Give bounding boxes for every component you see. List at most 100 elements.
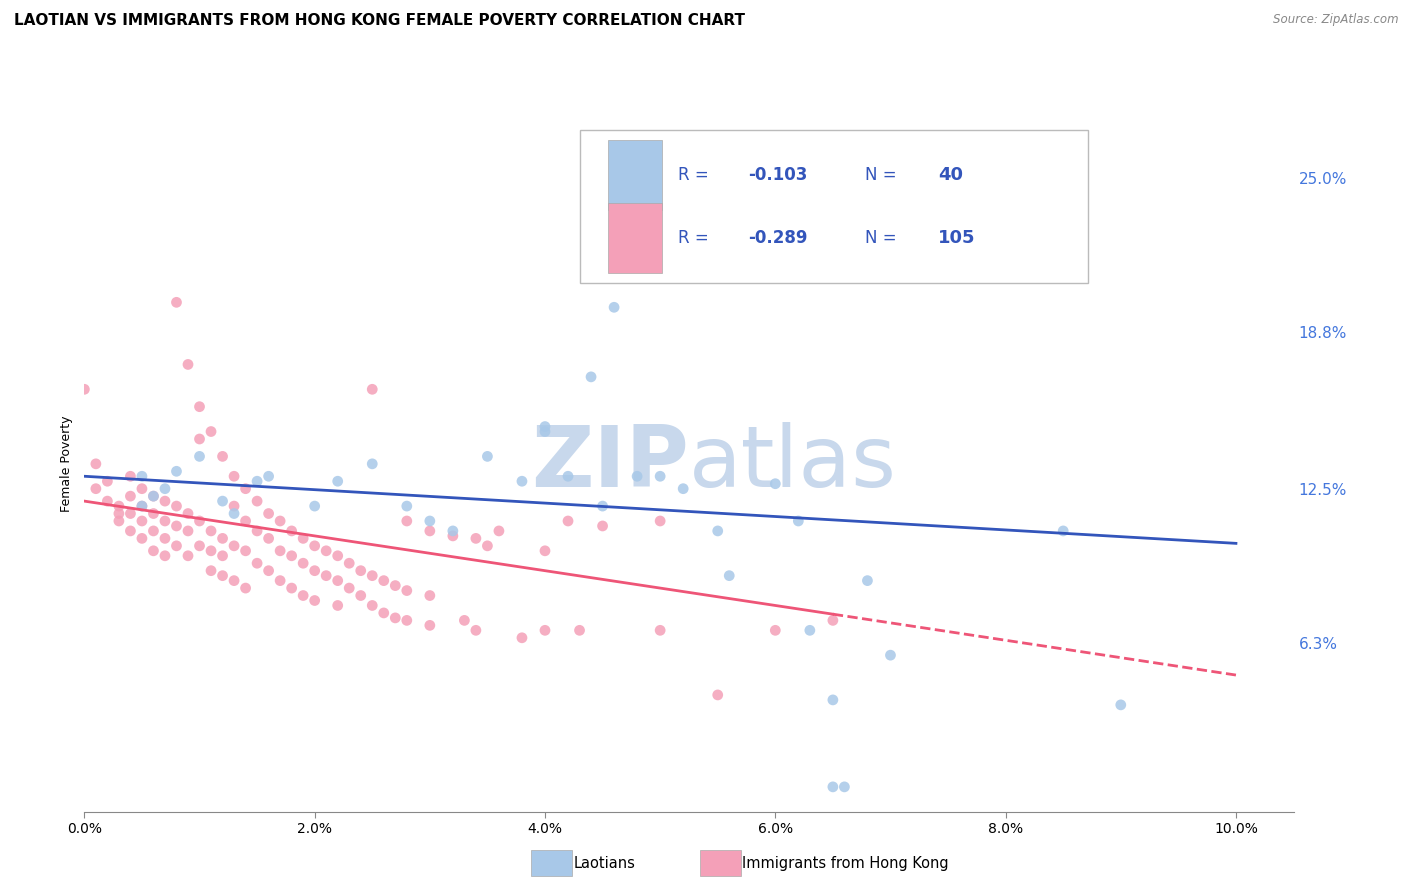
FancyBboxPatch shape — [581, 130, 1088, 283]
Point — [257, 532, 280, 546]
Point — [419, 618, 441, 632]
Point — [718, 568, 741, 582]
Point — [510, 631, 533, 645]
Point — [188, 400, 211, 414]
Point — [222, 539, 245, 553]
Point — [177, 358, 200, 372]
Point — [534, 543, 557, 558]
Text: Laotians: Laotians — [574, 856, 636, 871]
Point — [326, 599, 349, 613]
Point — [188, 514, 211, 528]
Point — [120, 489, 142, 503]
Text: N =: N = — [866, 166, 903, 184]
FancyBboxPatch shape — [607, 140, 662, 210]
Point — [211, 494, 233, 508]
Point — [153, 514, 176, 528]
Point — [188, 432, 211, 446]
Point — [834, 780, 856, 794]
Point — [280, 524, 302, 538]
Point — [419, 514, 441, 528]
Point — [395, 614, 418, 628]
Point — [211, 568, 233, 582]
Point — [235, 543, 257, 558]
Point — [200, 543, 222, 558]
Point — [269, 543, 291, 558]
Point — [650, 469, 672, 483]
Point — [280, 581, 302, 595]
Text: -0.103: -0.103 — [748, 166, 807, 184]
Point — [177, 507, 200, 521]
Point — [304, 593, 326, 607]
Point — [326, 475, 349, 489]
Point — [304, 539, 326, 553]
Point — [350, 589, 373, 603]
Point — [419, 589, 441, 603]
Point — [337, 556, 360, 570]
Point — [142, 489, 165, 503]
Point — [222, 499, 245, 513]
Text: R =: R = — [678, 166, 714, 184]
Point — [257, 564, 280, 578]
Point — [821, 693, 844, 707]
Point — [142, 489, 165, 503]
Point — [292, 589, 315, 603]
Point — [84, 457, 107, 471]
Point — [488, 524, 510, 538]
Point — [166, 295, 188, 310]
Point — [787, 514, 810, 528]
Point — [557, 514, 579, 528]
Point — [246, 494, 269, 508]
Text: LAOTIAN VS IMMIGRANTS FROM HONG KONG FEMALE POVERTY CORRELATION CHART: LAOTIAN VS IMMIGRANTS FROM HONG KONG FEM… — [14, 13, 745, 29]
Point — [592, 519, 614, 533]
Point — [153, 532, 176, 546]
Point — [292, 532, 315, 546]
Point — [211, 549, 233, 563]
Point — [373, 574, 395, 588]
Point — [373, 606, 395, 620]
Point — [534, 624, 557, 638]
Point — [763, 476, 786, 491]
Point — [166, 519, 188, 533]
Point — [142, 524, 165, 538]
Text: Immigrants from Hong Kong: Immigrants from Hong Kong — [742, 856, 949, 871]
Point — [626, 469, 648, 483]
Point — [153, 494, 176, 508]
Point — [235, 482, 257, 496]
Point — [269, 514, 291, 528]
Point — [384, 611, 406, 625]
Point — [395, 514, 418, 528]
Point — [188, 450, 211, 464]
Point — [108, 514, 131, 528]
Text: atlas: atlas — [689, 422, 897, 506]
Point — [821, 614, 844, 628]
Point — [166, 464, 188, 478]
Point — [672, 482, 695, 496]
Point — [534, 425, 557, 439]
Text: 40: 40 — [938, 166, 963, 184]
Point — [269, 574, 291, 588]
Point — [453, 614, 475, 628]
Point — [200, 564, 222, 578]
Point — [441, 529, 464, 543]
Point — [361, 599, 384, 613]
Point — [395, 499, 418, 513]
Point — [166, 539, 188, 553]
Point — [361, 457, 384, 471]
Point — [650, 514, 672, 528]
Point — [246, 524, 269, 538]
Text: R =: R = — [678, 228, 714, 247]
Point — [568, 624, 591, 638]
Point — [222, 574, 245, 588]
Point — [856, 574, 879, 588]
Point — [177, 549, 200, 563]
Point — [799, 624, 821, 638]
Point — [131, 482, 153, 496]
Point — [96, 475, 118, 489]
Point — [292, 556, 315, 570]
Point — [510, 475, 533, 489]
Point — [108, 499, 131, 513]
Point — [477, 450, 499, 464]
Text: -0.289: -0.289 — [748, 228, 807, 247]
Point — [464, 532, 486, 546]
Point — [603, 300, 626, 315]
